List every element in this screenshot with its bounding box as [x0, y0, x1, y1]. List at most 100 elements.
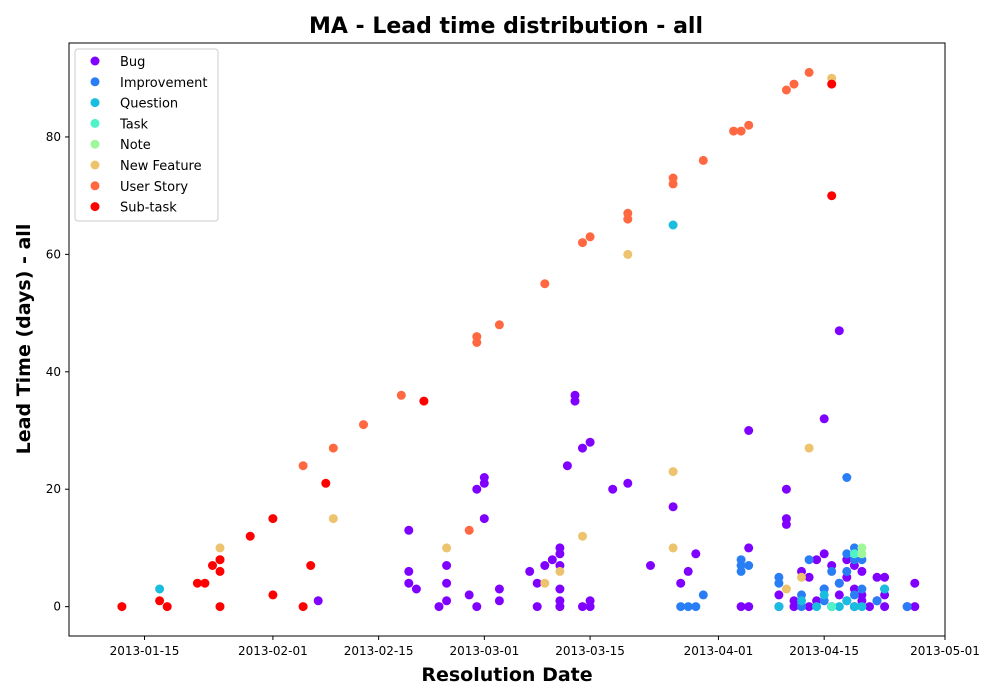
data-point	[781, 584, 791, 594]
y-tick-label: 20	[46, 482, 61, 496]
data-point	[585, 232, 595, 242]
data-point	[562, 461, 572, 471]
data-point	[442, 578, 452, 588]
data-point	[744, 543, 754, 553]
series-improvement	[676, 473, 912, 612]
data-point	[578, 602, 587, 612]
legend-marker	[90, 98, 100, 108]
data-point	[479, 478, 489, 488]
data-point	[155, 596, 165, 606]
data-point	[404, 525, 414, 535]
data-point	[472, 337, 482, 347]
legend-box	[74, 48, 219, 222]
data-point	[668, 467, 678, 477]
data-point	[555, 549, 565, 559]
data-point	[857, 549, 867, 559]
data-point	[910, 578, 920, 588]
data-point	[804, 67, 814, 77]
data-point	[683, 566, 693, 576]
data-point	[827, 79, 837, 89]
data-point	[834, 326, 844, 336]
data-point	[411, 584, 421, 594]
data-point	[804, 602, 814, 612]
data-point	[208, 561, 217, 570]
legend-marker	[90, 202, 100, 212]
data-point	[215, 566, 225, 576]
data-point	[698, 590, 708, 600]
data-point	[676, 578, 686, 588]
y-tick-label: 80	[46, 130, 61, 144]
data-point	[404, 578, 414, 588]
data-point	[200, 578, 210, 588]
legend-marker	[90, 160, 100, 170]
data-point	[540, 578, 550, 588]
data-point	[555, 602, 565, 612]
axis-ticks: 2013-01-15 2013-02-01 2013-02-15 2013-03-01…	[46, 130, 980, 658]
legend-marker	[90, 139, 100, 149]
data-point	[819, 590, 829, 600]
data-point	[472, 602, 482, 612]
y-tick-label: 40	[46, 365, 61, 379]
x-tick-label: 2013-03-15	[555, 644, 625, 658]
data-point	[268, 514, 278, 524]
data-point	[306, 561, 316, 570]
legend-marker	[90, 118, 100, 128]
data-point	[540, 561, 550, 570]
y-tick-label: 0	[53, 600, 61, 614]
data-point	[442, 596, 452, 606]
data-point	[578, 238, 587, 248]
data-point	[532, 578, 542, 588]
data-point	[668, 502, 678, 512]
data-point	[117, 602, 127, 612]
data-point	[804, 443, 814, 453]
legend-entry: Sub-task	[120, 201, 177, 216]
data-point	[880, 584, 890, 594]
x-tick-label: 2013-04-01	[684, 644, 754, 658]
legend-entry: User Story	[120, 180, 188, 195]
legend-entry: Note	[120, 138, 151, 153]
data-point	[797, 572, 806, 582]
data-point	[736, 126, 746, 136]
data-point	[494, 596, 504, 606]
data-point	[827, 602, 837, 612]
data-point	[872, 596, 882, 606]
data-point	[691, 549, 701, 559]
data-point	[570, 396, 580, 406]
legend-entry: Bug	[120, 55, 145, 70]
data-point	[298, 602, 308, 612]
plot-area-frame	[68, 42, 946, 637]
data-point	[442, 561, 452, 570]
data-point	[774, 602, 784, 612]
data-point	[215, 555, 225, 565]
data-point	[774, 578, 784, 588]
data-point	[623, 214, 633, 224]
data-point	[827, 191, 837, 201]
data-point	[668, 543, 678, 553]
data-point	[842, 596, 852, 606]
data-point	[744, 561, 754, 570]
data-point	[192, 578, 202, 588]
legend: Bug Improvement Question Task Note New Featur…	[74, 48, 219, 222]
data-point	[774, 590, 784, 600]
data-point	[442, 543, 452, 553]
data-point	[464, 525, 474, 535]
data-point	[494, 584, 504, 594]
data-point	[804, 572, 814, 582]
y-axis-label: Lead Time (days) - all	[13, 224, 35, 455]
x-axis-label: Resolution Date	[421, 664, 592, 686]
data-point	[321, 478, 331, 488]
data-point	[842, 566, 852, 576]
data-point	[215, 543, 225, 553]
data-point	[781, 85, 791, 95]
data-point	[781, 484, 791, 494]
data-point	[268, 590, 278, 600]
series-note	[857, 543, 867, 559]
data-point	[298, 461, 308, 471]
series-user-story	[215, 67, 814, 565]
data-point	[812, 555, 822, 565]
data-point	[215, 602, 225, 612]
data-point	[880, 572, 890, 582]
data-point	[608, 484, 618, 494]
data-point	[872, 572, 882, 582]
